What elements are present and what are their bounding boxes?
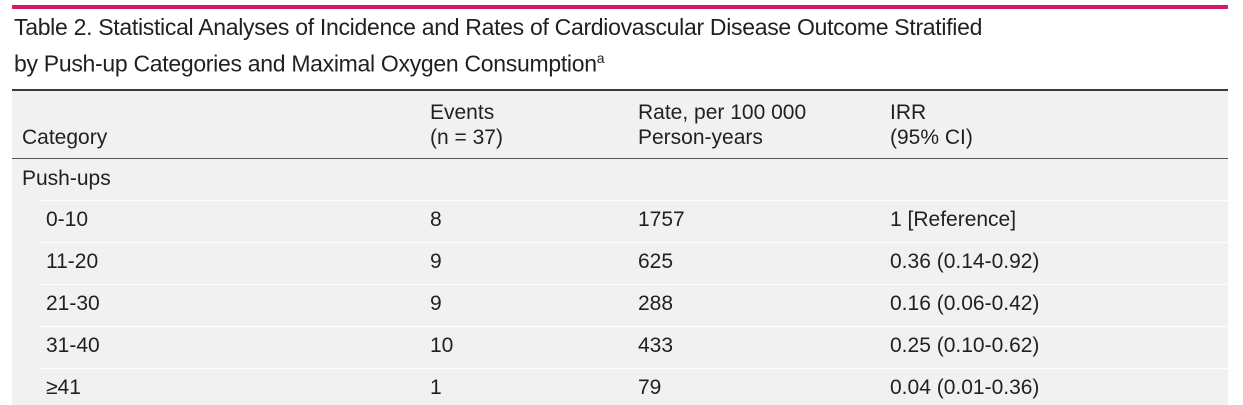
column-header: (95% CI) [890,126,973,149]
column-header: IRR [890,101,927,124]
row-label: 21-30 [46,292,100,315]
row-label: 11-20 [46,250,99,273]
row-rule [40,368,1228,369]
row-label: 31-40 [46,334,100,357]
table-cell: 625 [638,250,674,273]
row-rule [40,284,1228,285]
column-header: Category [22,126,108,149]
row-rule [40,242,1228,243]
column-header: Events [430,101,495,124]
title-line: by Push-up Categories and Maximal Oxygen… [14,50,605,78]
table-cell: 10 [430,334,454,357]
table-cell: 9 [430,292,442,315]
header-rule [12,158,1228,159]
table-cell: 1 [430,376,442,399]
row-rule [40,200,1228,201]
row-rule [40,326,1228,327]
title-footnote-mark: a [596,50,605,66]
table-cell: 1 [Reference] [890,208,1017,231]
accent-bar [12,5,1228,9]
table-cell: 288 [638,292,674,315]
row-label: ≥41 [46,376,81,399]
column-header: (n = 37) [430,126,503,149]
table-cell: 0.36 (0.14-0.92) [890,250,1040,273]
table: Category Events (n = 37) Rate, per 100 000 P… [12,89,1228,405]
column-header: Rate, per 100 000 [638,101,807,124]
table-cell: 8 [430,208,442,231]
table-cell: 0.04 (0.01-0.36) [890,376,1040,399]
column-header: Person-years [638,126,763,149]
table-cell: 433 [638,334,674,357]
group-label: Push-ups [22,167,111,190]
table-cell: 0.16 (0.06-0.42) [890,292,1040,315]
table-cell: 1757 [638,208,685,231]
row-label: 0-10 [46,208,89,231]
title-text: by Push-up Categories and Maximal Oxygen… [14,50,597,77]
table-cell: 79 [638,376,662,399]
table-cell: 0.25 (0.10-0.62) [890,334,1040,357]
title-line: Table 2. Statistical Analyses of Inciden… [14,14,983,40]
table-cell: 9 [430,250,442,273]
